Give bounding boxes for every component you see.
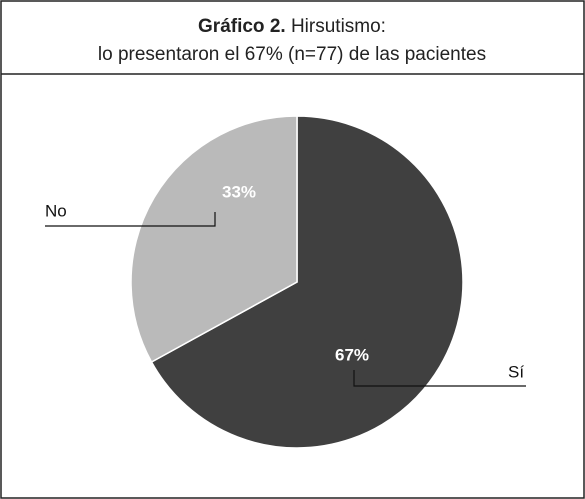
pie-slice xyxy=(130,115,298,363)
value-label: 33% xyxy=(222,182,256,201)
chart-subtitle: lo presentaron el 67% (n=77) de las paci… xyxy=(98,44,486,65)
category-label: Sí xyxy=(508,362,524,381)
value-label: 67% xyxy=(335,345,369,364)
leader-line xyxy=(353,370,526,387)
title-prefix: Gráfico 2. xyxy=(198,16,286,37)
chart-title: Gráfico 2. Hirsutismo: xyxy=(198,16,386,37)
category-label: No xyxy=(45,201,67,220)
title-text: Hirsutismo: xyxy=(291,16,386,37)
pie-slice xyxy=(150,115,464,449)
pie xyxy=(130,115,464,449)
leader-line xyxy=(45,212,216,227)
